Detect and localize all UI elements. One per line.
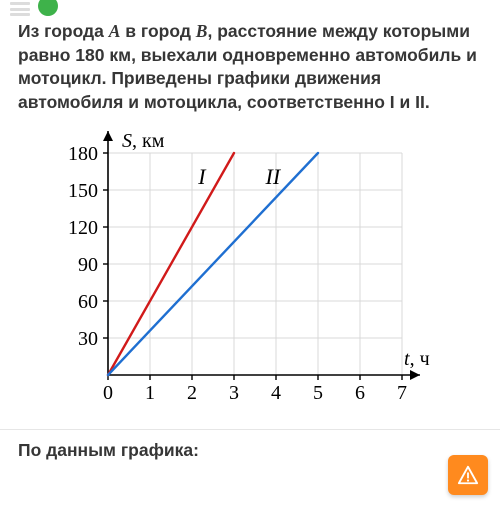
x-axis-label: t, ч bbox=[404, 348, 430, 370]
footer-text: По данным графика: bbox=[18, 440, 199, 460]
logo-icon bbox=[38, 0, 58, 16]
text-mid1: в город bbox=[120, 21, 195, 41]
y-axis-label: S, км bbox=[122, 130, 165, 152]
text-prefix: Из города bbox=[18, 21, 109, 41]
menu-icon[interactable] bbox=[10, 2, 30, 16]
x-tick-label: 5 bbox=[313, 382, 323, 404]
footer-prompt: По данным графика: bbox=[0, 429, 500, 461]
x-tick-label: 2 bbox=[187, 382, 197, 404]
x-tick-label: 1 bbox=[145, 382, 155, 404]
problem-statement: Из города A в город B, расстояние между … bbox=[0, 18, 500, 123]
distance-time-chart: S, кмt, ч01234567306090120150180III bbox=[10, 123, 450, 423]
chart-container: BILIM Land S, кмt, ч01234567306090120150… bbox=[10, 123, 450, 423]
y-tick-label: 180 bbox=[68, 143, 98, 165]
y-tick-label: 120 bbox=[68, 217, 98, 239]
y-tick-label: 60 bbox=[78, 291, 98, 313]
x-tick-label: 0 bbox=[103, 382, 113, 404]
city-b: B bbox=[196, 21, 208, 41]
city-a: A bbox=[109, 21, 121, 41]
y-tick-label: 90 bbox=[78, 254, 98, 276]
series-label-II: II bbox=[265, 163, 282, 188]
warning-icon bbox=[457, 464, 479, 486]
y-tick-label: 150 bbox=[68, 180, 98, 202]
x-tick-label: 6 bbox=[355, 382, 365, 404]
x-tick-label: 4 bbox=[271, 382, 281, 404]
top-bar bbox=[0, 0, 500, 18]
report-problem-button[interactable] bbox=[448, 455, 488, 495]
x-tick-label: 3 bbox=[229, 382, 239, 404]
y-tick-label: 30 bbox=[78, 328, 98, 350]
x-tick-label: 7 bbox=[397, 382, 407, 404]
